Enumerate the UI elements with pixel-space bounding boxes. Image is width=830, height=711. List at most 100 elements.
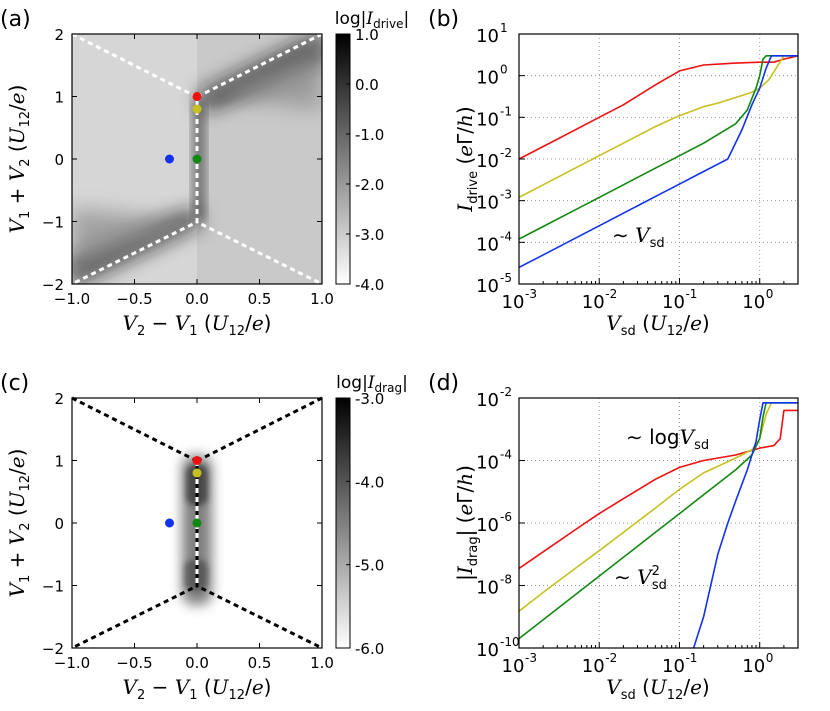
points-c <box>165 456 202 528</box>
point-yellow-c <box>192 468 202 478</box>
series-green-d <box>519 401 798 640</box>
colorbar-tick-label-c: -5.0 <box>355 557 384 575</box>
xtick-label-a: 1.0 <box>310 290 334 308</box>
ytick-exp-b: -3 <box>500 188 512 202</box>
series-blue-d <box>692 401 798 648</box>
colorbar-tick-label-c: -3.0 <box>355 390 384 408</box>
xtick-exp-b: -2 <box>605 287 617 301</box>
ytick-exp-b: 0 <box>500 63 508 77</box>
xtick-label-c: −1.0 <box>54 654 90 672</box>
ytick-label-c: 1 <box>54 453 64 471</box>
colorbar-tick-label-a: -3.0 <box>355 226 384 244</box>
ytick-exp-b: 1 <box>500 21 508 35</box>
xtick-exp-b: 0 <box>766 287 774 301</box>
series-yellow-b <box>519 54 798 199</box>
colorbar-title-a: log|Idrive| <box>335 9 409 31</box>
point-red-a <box>192 92 202 101</box>
ytick-label-b: 10 <box>476 234 499 255</box>
point-blue-c <box>165 518 174 528</box>
xtick-exp-b: -3 <box>525 287 537 301</box>
xtick-label-b: 10 <box>742 292 765 313</box>
point-green-c <box>192 518 202 528</box>
xtick-label-d: 10 <box>582 656 605 677</box>
point-red-c <box>192 456 202 465</box>
ytick-label-a: −1 <box>42 214 64 232</box>
ytick-label-b: 10 <box>476 109 499 130</box>
xlabel-b: Vsd (U12/e) <box>606 311 709 339</box>
xtick-label-a: −0.5 <box>116 290 152 308</box>
xtick-label-a: 0.0 <box>185 290 209 308</box>
ylabel-a: V1 + V2 (U12/e) <box>5 85 33 234</box>
ytick-exp-d: -8 <box>500 573 512 587</box>
ylabel-d: |Idrag| (eΓ/h) <box>453 465 481 581</box>
colorbar-c: -3.0 -4.0 -5.0 -6.0 <box>335 390 384 658</box>
axes-c: −1.0 −0.5 0.0 0.5 1.0 2 1 0 −1 −2 <box>42 390 334 672</box>
ytick-exp-b: -5 <box>500 271 512 285</box>
axes-a: −1.0 −0.5 0.0 0.5 1.0 2 1 0 −1 −2 <box>42 26 334 308</box>
xtick-label-c: 1.0 <box>310 654 334 672</box>
xtick-exp-d: -2 <box>605 651 617 665</box>
xtick-label-a: 0.5 <box>248 290 272 308</box>
ytick-label-c: 0 <box>54 515 64 533</box>
point-yellow-a <box>192 104 202 114</box>
colorbar-title-c: log|Idrag| <box>336 373 408 395</box>
xtick-label-b: 10 <box>582 292 605 313</box>
xlabel-d: Vsd (U12/e) <box>606 675 709 703</box>
panel-label-b: (b) <box>428 7 459 32</box>
ytick-label-b: 10 <box>476 151 499 172</box>
ticks-b: 10 -3 10 -2 10 -1 10 010 110 010 -110 -210 -310 -410-… <box>476 21 799 313</box>
xtick-exp-d: 0 <box>766 651 774 665</box>
series-d <box>519 401 798 648</box>
point-green-a <box>192 154 202 164</box>
ytick-label-a: 1 <box>54 89 64 107</box>
colorbar-tick-label-a: 1.0 <box>355 26 379 44</box>
colorbar-tick-label-a: -4.0 <box>355 276 384 294</box>
ytick-label-d: 10 <box>476 578 499 599</box>
ytick-exp-b: -4 <box>500 229 512 243</box>
xtick-label-c: 0.0 <box>185 654 209 672</box>
xtick-label-d: 10 <box>662 656 685 677</box>
xtick-label-b: 10 <box>502 292 525 313</box>
xtick-label-d: 10 <box>742 656 765 677</box>
ytick-label-b: 10 <box>476 193 499 214</box>
ytick-label-b: 10 <box>476 26 499 47</box>
xtick-label-d: 10 <box>502 656 525 677</box>
ytick-label-a: −2 <box>42 276 64 294</box>
series-b <box>519 54 798 269</box>
ytick-label-b: 10 <box>476 68 499 89</box>
ylabel-b: Idrive (eΓ/h) <box>453 106 481 212</box>
series-red-d <box>519 409 798 570</box>
ytick-exp-b: -2 <box>500 146 512 160</box>
xtick-label-c: 0.5 <box>248 654 272 672</box>
colorbar-tick-label-c: -6.0 <box>355 640 384 658</box>
panel-label-a: (a) <box>0 7 31 32</box>
annotation-b: ∼ Vsd <box>612 223 665 251</box>
ytick-label-b: 10 <box>476 276 499 297</box>
series-green-b <box>519 54 798 240</box>
series-blue-b <box>519 54 798 269</box>
point-blue-a <box>165 154 174 164</box>
colorbar-tick-label-a: -2.0 <box>355 176 384 194</box>
series-yellow-d <box>519 401 798 612</box>
xtick-label-c: −0.5 <box>116 654 152 672</box>
xtick-exp-b: -1 <box>685 287 697 301</box>
heatmap-c <box>71 396 323 650</box>
xtick-label-b: 10 <box>662 292 685 313</box>
ytick-label-d: 10 <box>476 515 499 536</box>
ytick-label-c: 2 <box>54 390 64 408</box>
xtick-exp-d: -1 <box>685 651 697 665</box>
ytick-exp-d: -2 <box>500 385 512 399</box>
ytick-label-d: 10 <box>476 390 499 411</box>
ytick-exp-d: -4 <box>500 448 512 462</box>
colorbar-tick-label-a: -1.0 <box>355 126 384 144</box>
annotation-d-sq: ∼ V2 sd <box>614 564 667 593</box>
ytick-exp-b: -1 <box>500 104 512 118</box>
ytick-exp-d: -10 <box>500 635 520 649</box>
ytick-label-c: −2 <box>42 640 64 658</box>
points-a <box>165 92 202 164</box>
xtick-exp-d: -3 <box>525 651 537 665</box>
series-red-b <box>519 55 798 160</box>
ytick-label-d: 10 <box>476 453 499 474</box>
